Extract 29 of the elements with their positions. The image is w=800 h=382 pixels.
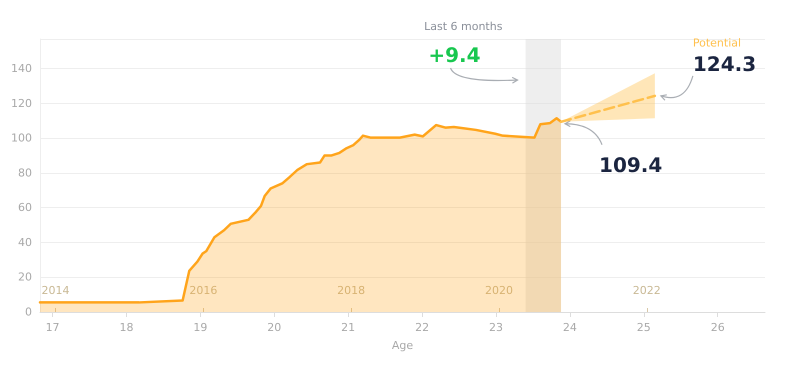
annotation: 124.3 (692, 52, 756, 76)
y-tick-label: 0 (25, 306, 32, 318)
y-tick-label: 120 (11, 96, 32, 110)
y-tick-label: 20 (18, 270, 32, 284)
y-tick-label: 60 (18, 201, 32, 214)
x-tick-label: 26 (710, 321, 725, 334)
x2-tick-label: 2018 (337, 284, 366, 297)
text: Potential (692, 36, 742, 50)
x2-tick-label: 2022 (632, 284, 661, 297)
annotation: 109.4 (599, 152, 662, 177)
x-tick-label: 22 (415, 321, 430, 334)
x-axis-title: Age (392, 339, 414, 352)
x-tick-label: 18 (119, 321, 134, 334)
y-tick-label: 140 (11, 62, 32, 76)
x-tick-label: 20 (267, 321, 282, 334)
x2-tick-label: 2020 (484, 284, 513, 297)
x-tick-label: 21 (341, 321, 356, 334)
x2-tick-label: 2014 (42, 284, 70, 297)
x-tick-label: 25 (636, 321, 651, 334)
y-tick-label: 80 (18, 166, 32, 180)
y-tick-label: 100 (11, 132, 32, 145)
annotation: +9.4 (428, 43, 481, 67)
x-tick-label: 17 (46, 321, 60, 334)
x-tick-label: 19 (193, 321, 208, 334)
x2-tick-label: 2016 (189, 284, 218, 297)
x-tick-label: 23 (488, 321, 503, 334)
y-tick-label: 40 (18, 236, 32, 249)
band-label: Last 6 months (424, 20, 503, 33)
x-tick-label: 24 (562, 321, 577, 334)
